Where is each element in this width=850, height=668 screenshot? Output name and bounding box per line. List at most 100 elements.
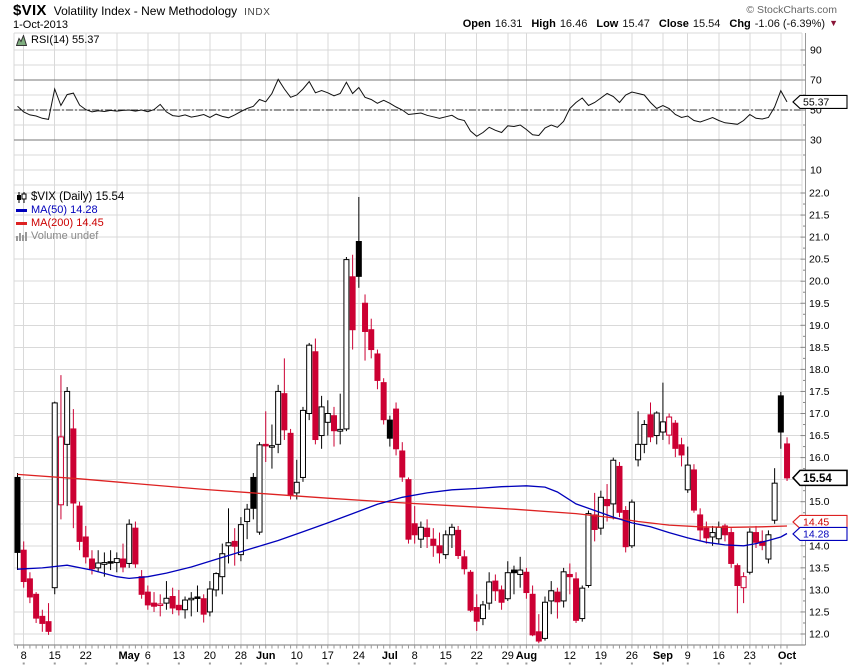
candle-body: [591, 514, 598, 530]
price-axis-label: 12.0: [809, 629, 830, 641]
candle-body: [486, 581, 493, 604]
rsi-axis-label: 70: [810, 75, 822, 87]
rsi-panel: [14, 78, 802, 141]
date-axis-week-dot: [444, 662, 447, 665]
date-axis-week-dot: [357, 662, 360, 665]
candle-body: [20, 549, 27, 583]
candle-body: [504, 572, 511, 600]
date-axis-week-dot: [264, 662, 267, 665]
date-axis-week-dot: [208, 662, 211, 665]
candle-body: [622, 510, 629, 548]
candle-body: [467, 571, 474, 611]
candle-body: [76, 505, 83, 542]
candle-body: [374, 353, 381, 381]
candle-body: [721, 525, 728, 536]
candle-body: [82, 536, 89, 558]
price-axis-label: 18.5: [809, 342, 830, 354]
ma200-line-icon: [16, 221, 27, 225]
open-label: Open: [462, 18, 491, 30]
candle-body: [324, 413, 331, 423]
rsi-legend: RSI(14) 55.37: [16, 34, 99, 46]
candle-body: [678, 444, 685, 456]
candle-body: [746, 531, 753, 573]
candle-body: [262, 443, 269, 447]
candle-body: [380, 382, 387, 421]
close-value-tag-text: 15.54: [803, 473, 832, 485]
candle-body: [39, 615, 46, 624]
date-axis-week-dot: [326, 662, 329, 665]
date-axis-week-dot: [525, 662, 528, 665]
candle-body: [312, 351, 319, 441]
copyright: © StockCharts.com: [746, 4, 837, 16]
candle-body: [126, 523, 133, 564]
rsi-axis-label: 30: [810, 135, 822, 147]
candle-body: [188, 597, 195, 601]
ma200-value-tag-box: [792, 514, 848, 530]
candle-body: [299, 409, 306, 478]
candle-body: [529, 593, 536, 636]
moving-average-layer: [17, 473, 788, 580]
candle-body: [479, 604, 486, 620]
ma200-value-tag-text: 14.45: [803, 516, 829, 528]
date-axis-week-dot: [388, 662, 391, 665]
candle-body: [455, 529, 462, 557]
ma50-line-icon: [16, 208, 27, 212]
candle-body: [510, 569, 517, 574]
price-axis-label: 18.0: [809, 364, 830, 376]
month-label: May: [119, 650, 141, 662]
candle-body: [132, 527, 139, 565]
date-axis-week-dot: [686, 662, 689, 665]
candle-body: [740, 576, 747, 589]
candle-body: [566, 573, 573, 578]
volume-bars-icon: [16, 232, 27, 241]
instrument-name: Volatility Index - New Methodology: [53, 4, 238, 18]
candle-body: [231, 540, 238, 547]
candle-body: [157, 603, 164, 607]
candle-body: [219, 553, 226, 578]
ma200-legend-label: MA(200) 14.45: [31, 217, 104, 229]
date-axis-week-dot: [115, 662, 118, 665]
candle-body: [616, 465, 623, 513]
price-axis-label: 12.5: [809, 606, 830, 618]
price-axis-label: 16.5: [809, 430, 830, 442]
candle-body: [765, 534, 772, 560]
candle-body: [635, 443, 642, 461]
date-axis-week-dot: [717, 662, 720, 665]
candle-body: [697, 514, 704, 531]
price-axis-label: 20.5: [809, 254, 830, 266]
volume-legend-label: Volume undef: [31, 230, 99, 242]
price-axis-label: 17.5: [809, 386, 830, 398]
candle-body: [33, 593, 40, 619]
candle-body: [784, 443, 791, 479]
volume-legend-row: Volume undef: [16, 230, 124, 242]
candle-body: [715, 526, 722, 540]
candle-body: [523, 571, 530, 594]
rsi-indicator-icon: [16, 34, 27, 46]
candle-body: [430, 538, 437, 546]
date-axis-week-dot: [413, 662, 416, 665]
price-axis-label: 16.0: [809, 452, 830, 464]
price-axis-label: 19.0: [809, 320, 830, 332]
candlestick-icon: [17, 191, 27, 203]
ma50-value-tag-text: 14.28: [803, 528, 829, 540]
candle-body: [399, 450, 406, 478]
month-label: Jun: [256, 650, 276, 662]
price-axis-label: 17.0: [809, 408, 830, 420]
candle-body: [628, 501, 635, 547]
candle-body: [51, 402, 58, 589]
candle-body: [14, 476, 21, 553]
rsi-axis-label: 90: [810, 45, 822, 57]
candle-body: [734, 565, 741, 586]
candle-body: [690, 469, 697, 511]
price-axis-label: 13.0: [809, 584, 830, 596]
price-axis-label: 21.5: [809, 210, 830, 222]
day-label: 10: [291, 650, 303, 662]
candle-body: [393, 408, 400, 450]
candle-body: [275, 390, 282, 445]
candle-body: [256, 444, 263, 533]
candle-body: [57, 436, 64, 506]
open-value: 16.31: [494, 18, 523, 30]
exchange-label: INDX: [244, 7, 271, 18]
price-axis-label: 22.0: [809, 188, 830, 200]
